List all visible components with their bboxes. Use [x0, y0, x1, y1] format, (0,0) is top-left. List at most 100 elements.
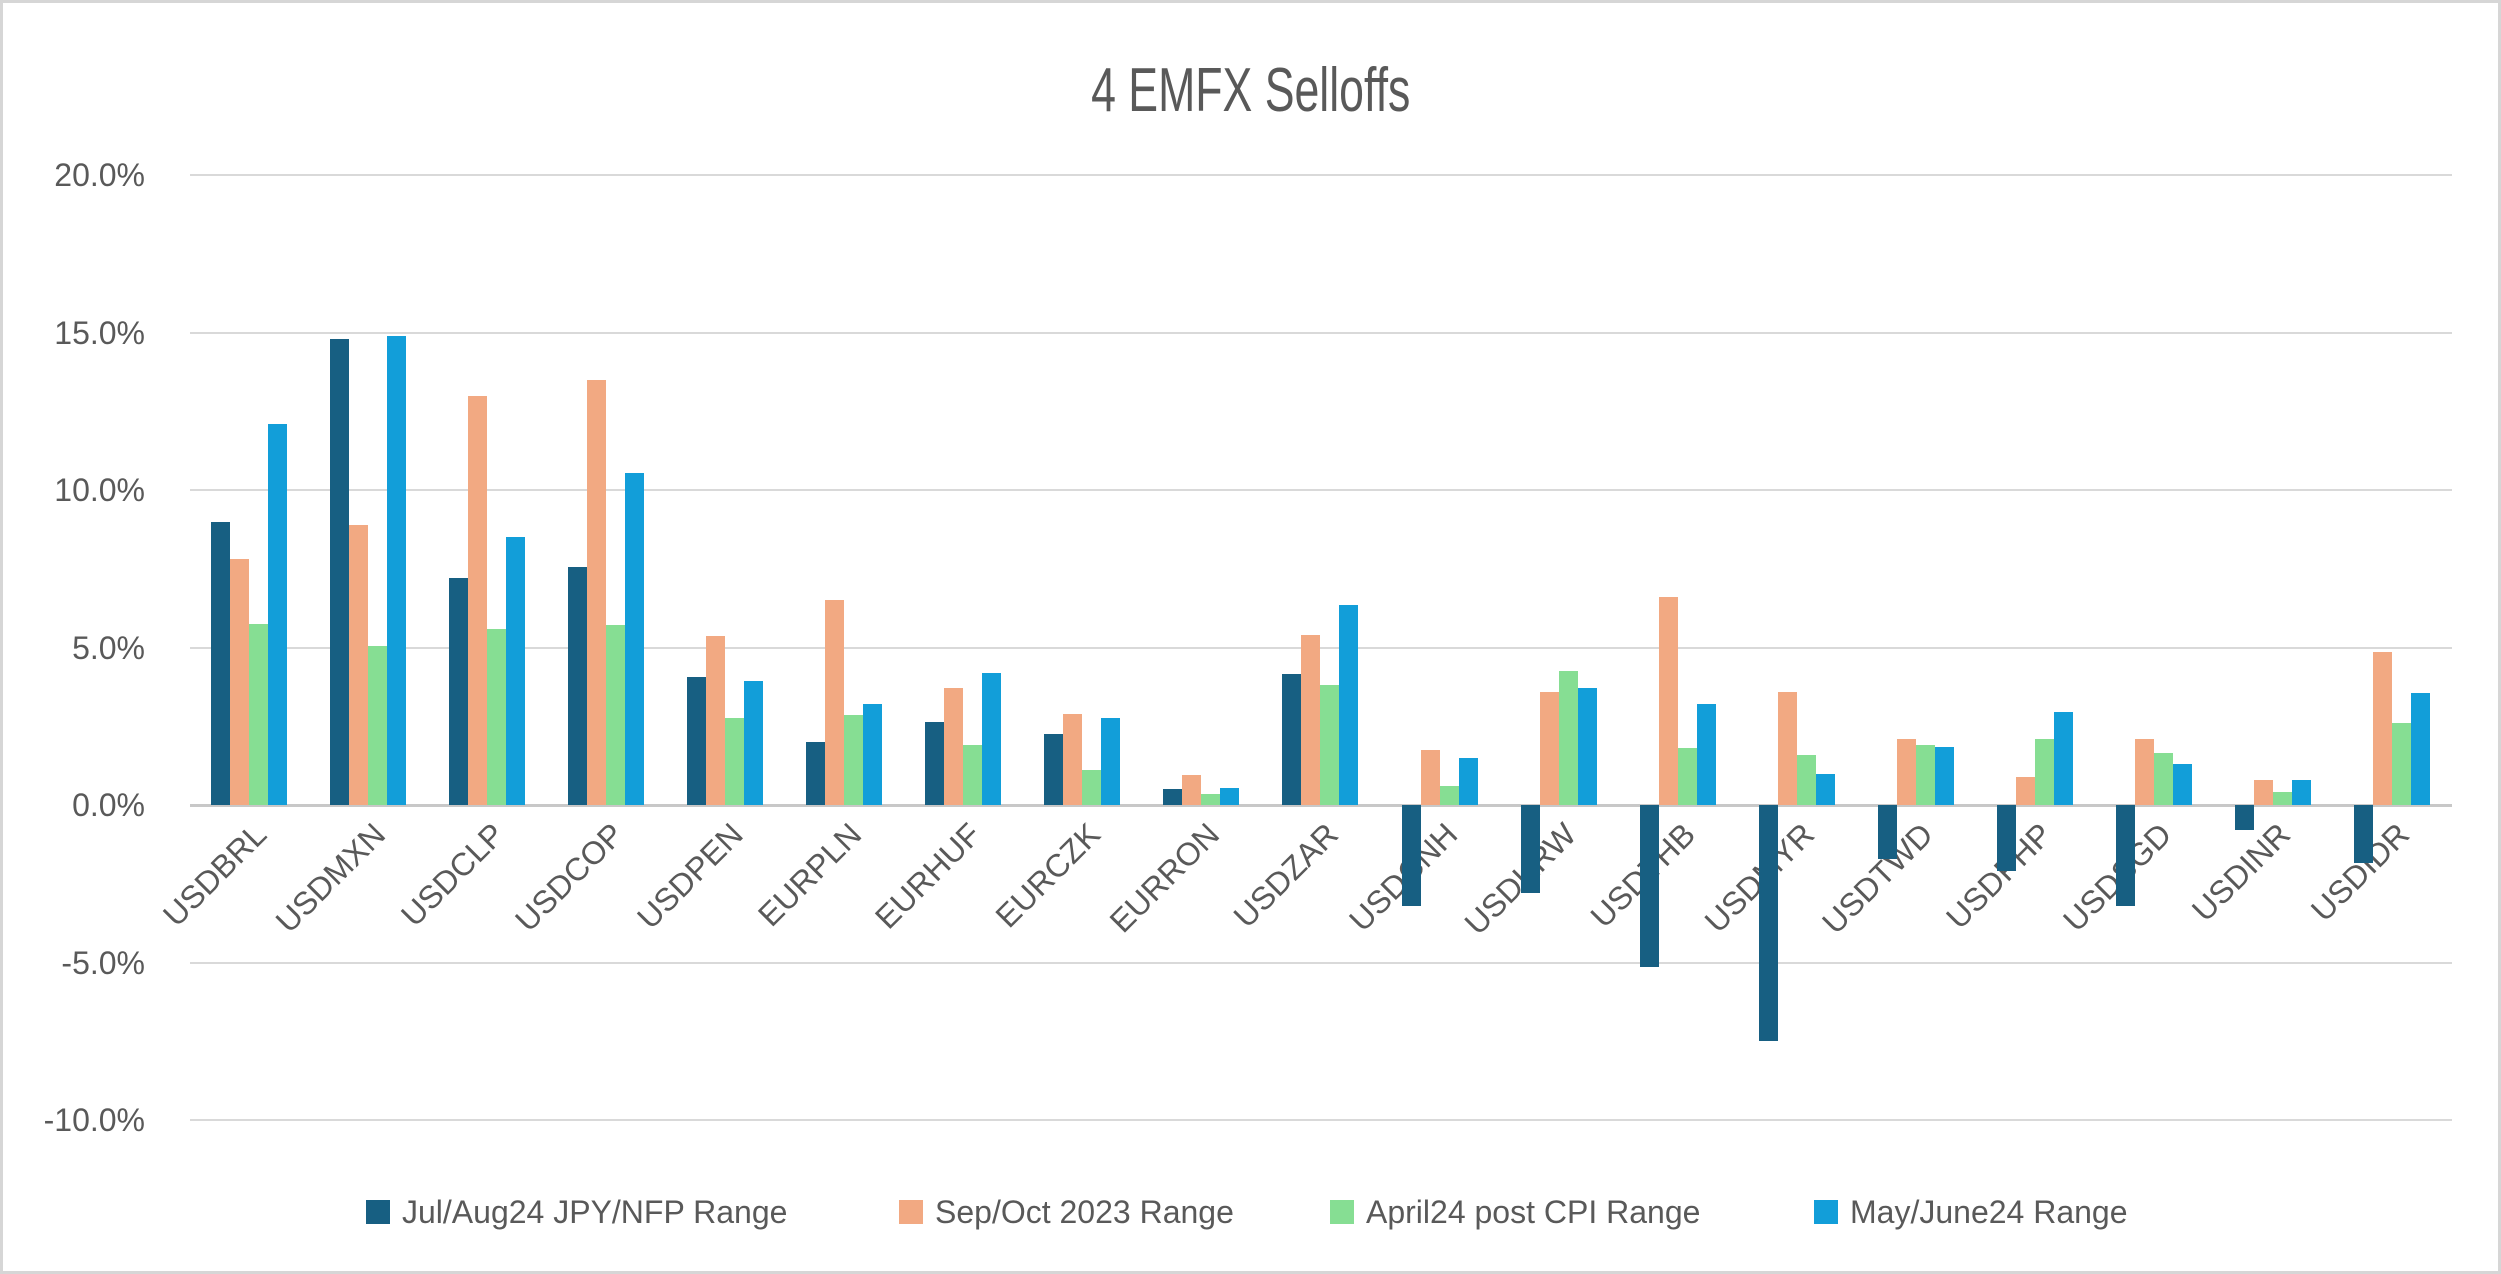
bar-USDMYR-s3	[1815, 773, 1835, 805]
bar-USDBRL-s0	[211, 521, 230, 805]
bar-USDMXN-s1	[349, 524, 369, 805]
bar-USDCNH-s3	[1458, 757, 1478, 805]
bar-USDCOP-s3	[625, 472, 645, 805]
bar-USDTHB-s2	[1677, 748, 1697, 805]
bar-EURRON-s1	[1182, 775, 1202, 805]
x-axis-category-label: EURRON	[1102, 816, 1226, 940]
x-axis-category-label: USDMXN	[269, 816, 393, 940]
bar-USDSGD-s0	[2115, 805, 2135, 906]
x-axis-category-label: EURCZK	[988, 816, 1107, 935]
bar-EURPLN-s0	[806, 742, 826, 805]
y-axis-tick-label: -5.0%	[61, 944, 145, 981]
gridline	[190, 489, 2452, 491]
legend-item: April24 post CPI Range	[1330, 1191, 1700, 1233]
gridline	[190, 646, 2452, 649]
bar-USDPHP-s0	[1996, 805, 2016, 872]
bar-USDCOP-s2	[606, 625, 626, 805]
y-axis-tick-label: -10.0%	[43, 1102, 145, 1138]
bar-USDCLP-s0	[449, 578, 469, 805]
bar-USDTHB-s3	[1696, 704, 1716, 805]
bar-EURHUF-s2	[963, 745, 983, 805]
bar-USDTHB-s1	[1658, 597, 1678, 805]
bar-USDINR-s1	[2253, 779, 2273, 805]
bar-USDIDR-s3	[2410, 693, 2430, 805]
bar-USDKRW-s2	[1558, 671, 1578, 805]
bar-USDPEN-s2	[725, 718, 745, 805]
x-axis-category-label: USDINR	[2185, 816, 2298, 929]
bar-USDIDR-s0	[2353, 805, 2373, 864]
bar-EURRON-s0	[1163, 789, 1183, 805]
bar-USDMXN-s0	[330, 338, 350, 805]
bar-USDCNH-s1	[1420, 749, 1440, 805]
x-axis-line	[190, 804, 2452, 807]
bar-USDCLP-s1	[468, 395, 488, 805]
bar-USDPHP-s2	[2034, 738, 2054, 805]
legend-swatch	[366, 1200, 390, 1224]
bar-USDSGD-s3	[2172, 764, 2192, 805]
bar-USDZAR-s2	[1320, 685, 1340, 805]
bar-USDPHP-s3	[2053, 712, 2073, 805]
gridline	[190, 331, 2452, 334]
bar-USDMYR-s0	[1758, 805, 1778, 1042]
y-axis-tick-label: 10.0%	[54, 472, 145, 508]
x-axis-category-label: EURPLN	[751, 816, 869, 934]
bar-USDBRL-s3	[268, 423, 287, 805]
bar-USDPEN-s1	[706, 636, 726, 805]
bar-USDCNH-s0	[1401, 805, 1421, 906]
bar-EURPLN-s3	[863, 704, 883, 805]
bar-USDIDR-s2	[2391, 723, 2411, 805]
bar-USDPHP-s1	[2015, 776, 2035, 805]
legend-swatch	[1814, 1200, 1838, 1224]
bar-EURRON-s2	[1201, 793, 1221, 805]
bar-USDZAR-s3	[1339, 604, 1359, 805]
gridline	[190, 961, 2452, 964]
bar-EURHUF-s1	[944, 688, 964, 805]
bar-USDCLP-s2	[487, 628, 507, 805]
bar-EURRON-s3	[1220, 787, 1240, 805]
legend-label: April24 post CPI Range	[1366, 1193, 1701, 1230]
legend-swatch	[899, 1200, 923, 1224]
bar-USDINR-s3	[2291, 779, 2311, 805]
chart-title-text: 4 EMFX Selloffs	[1090, 56, 1411, 125]
bar-USDMYR-s1	[1777, 691, 1797, 805]
bar-USDMXN-s3	[387, 335, 407, 805]
x-axis-category-label: USDBRL	[156, 816, 274, 934]
y-axis-tick-label: 0.0%	[72, 787, 145, 823]
bar-USDPEN-s3	[744, 680, 764, 805]
bar-USDPEN-s0	[687, 677, 707, 805]
bar-USDZAR-s1	[1301, 634, 1321, 805]
chart-title: 4 EMFX Selloffs	[3, 55, 2498, 126]
bar-EURCZK-s3	[1101, 718, 1121, 805]
legend-label: May/June24 Range	[1850, 1193, 2128, 1230]
y-axis-tick-label: 15.0%	[54, 314, 145, 351]
bar-USDBRL-s1	[230, 559, 249, 805]
bar-USDTWD-s3	[1934, 746, 1954, 805]
bar-USDKRW-s1	[1539, 691, 1559, 805]
bar-USDCOP-s1	[587, 379, 607, 805]
bar-USDZAR-s0	[1282, 674, 1302, 805]
bar-USDTWD-s0	[1877, 805, 1897, 859]
bar-EURPLN-s2	[844, 715, 864, 805]
legend-item: Sep/Oct 2023 Range	[899, 1191, 1234, 1233]
y-axis-tick-label: 20.0%	[54, 157, 145, 193]
legend-item: Jul/Aug24 JPY/NFP Range	[366, 1191, 787, 1233]
gridline	[190, 1119, 2452, 1121]
x-axis-category-label: USDPEN	[629, 816, 750, 936]
bar-USDKRW-s0	[1520, 805, 1540, 894]
bar-USDTWD-s1	[1896, 738, 1916, 805]
bar-EURPLN-s1	[825, 600, 845, 805]
bar-USDTWD-s2	[1915, 745, 1935, 805]
bar-USDMYR-s2	[1796, 754, 1816, 805]
y-axis-tick-label: 5.0%	[72, 629, 145, 666]
bar-USDIDR-s1	[2372, 652, 2392, 805]
gridline	[190, 174, 2452, 176]
bar-EURCZK-s0	[1044, 734, 1064, 805]
x-axis-category-label: USDZAR	[1226, 816, 1345, 935]
bar-EURCZK-s2	[1082, 770, 1102, 805]
bar-USDKRW-s3	[1577, 688, 1597, 805]
bar-USDINR-s2	[2272, 792, 2292, 805]
bar-USDCLP-s3	[506, 537, 526, 805]
bar-USDCNH-s2	[1439, 786, 1459, 805]
bar-USDBRL-s2	[249, 623, 268, 805]
